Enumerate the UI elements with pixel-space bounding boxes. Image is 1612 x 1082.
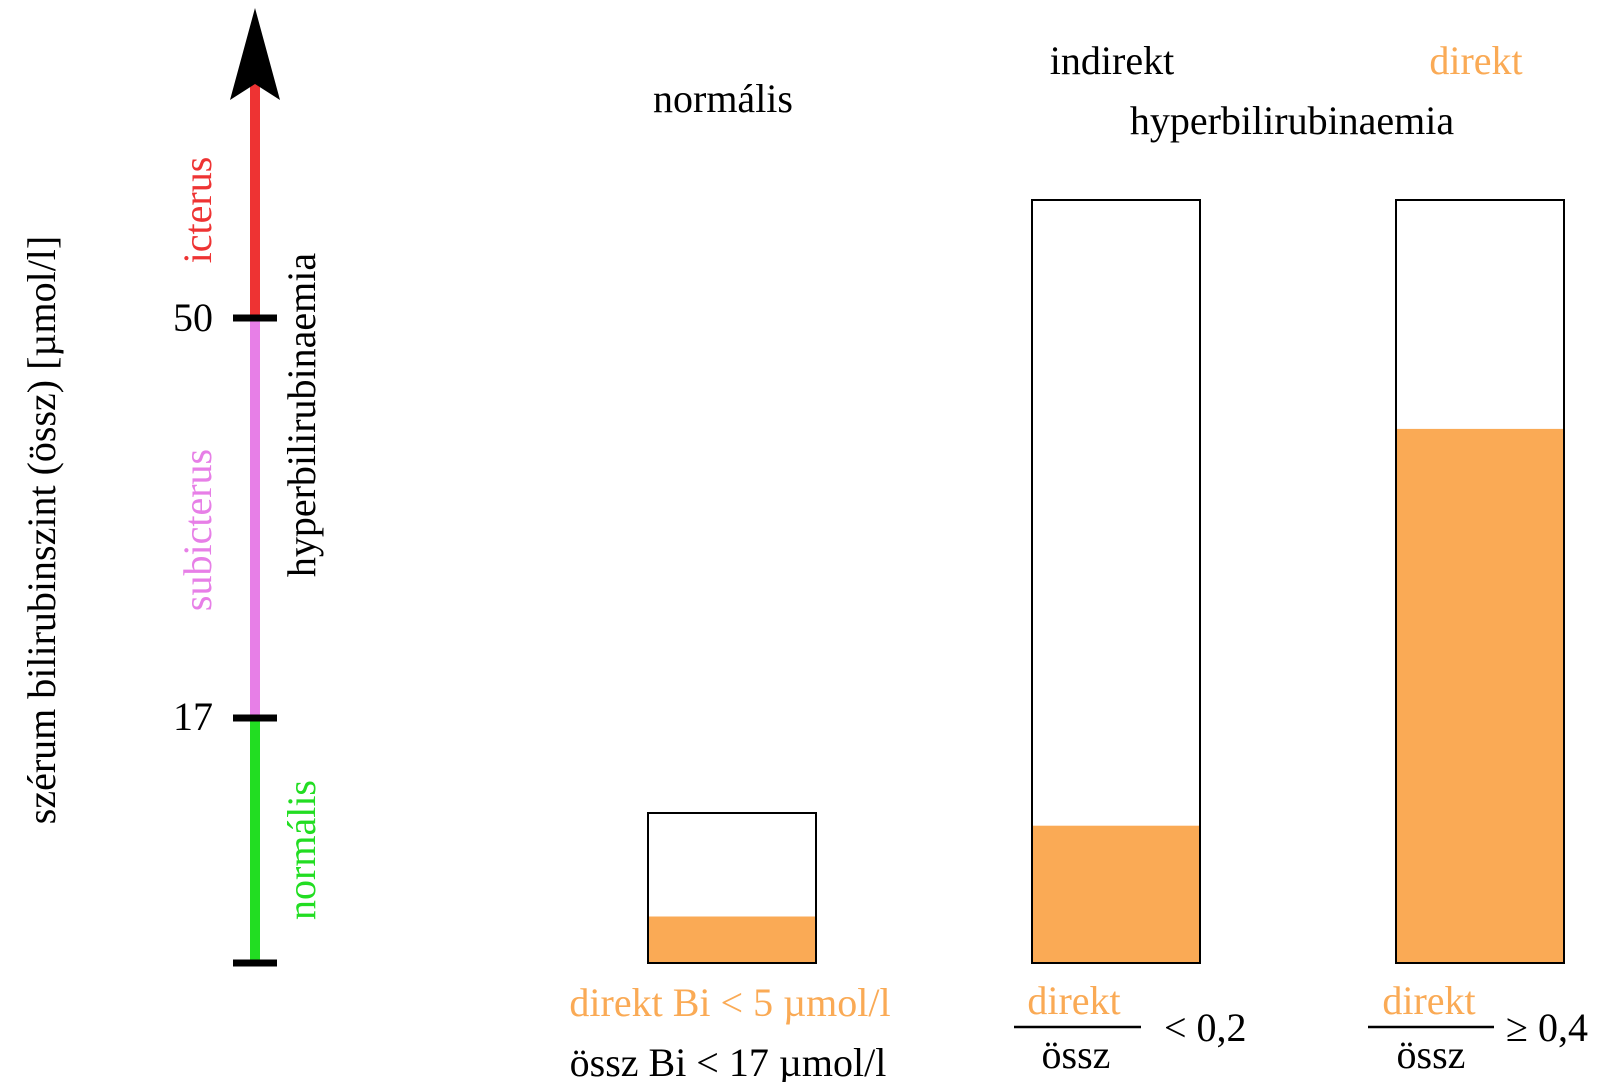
hyper-title: hyperbilirubinaemia	[1130, 98, 1455, 143]
bar-normal	[647, 812, 817, 964]
fraction-indirect-relation: < 0,2	[1164, 1005, 1247, 1050]
fraction-indirect: direkt össz < 0,2	[1014, 978, 1247, 1077]
column-title-normal: normális	[653, 76, 793, 121]
fraction-direct: direkt össz ≥ 0,4	[1368, 978, 1588, 1077]
range-label-normal: normális	[279, 780, 324, 920]
bar-direct-fill	[1396, 428, 1564, 963]
bar-indirect	[1031, 199, 1201, 964]
tick-label-50: 50	[173, 295, 213, 340]
column-title-direct: direkt	[1429, 38, 1522, 83]
bar-normal-fill	[648, 916, 816, 963]
bar-normal-outline	[647, 812, 817, 964]
range-label-icterus: icterus	[175, 157, 220, 264]
fraction-direct-numerator: direkt	[1382, 978, 1475, 1023]
fraction-direct-denominator: össz	[1397, 1032, 1466, 1077]
range-label-hyperbilirubinaemia: hyperbilirubinaemia	[279, 253, 324, 578]
caption-normal-total: össz Bi < 17 µmol/l	[570, 1040, 887, 1082]
bar-direct	[1395, 199, 1565, 964]
fraction-indirect-denominator: össz	[1042, 1032, 1111, 1077]
bar-indirect-outline	[1031, 199, 1201, 964]
range-label-subicterus: subicterus	[175, 449, 220, 611]
fraction-indirect-numerator: direkt	[1027, 978, 1120, 1023]
column-title-indirect: indirekt	[1050, 38, 1174, 83]
bar-indirect-fill	[1032, 825, 1200, 963]
fraction-direct-relation: ≥ 0,4	[1506, 1005, 1588, 1050]
bar-direct-outline	[1395, 199, 1565, 964]
tick-label-17: 17	[173, 694, 213, 739]
caption-normal-direct: direkt Bi < 5 µmol/l	[569, 980, 890, 1025]
axis-arrow-icon	[230, 8, 280, 100]
axis-label: szérum bilirubinszint (össz) [µmol/l]	[19, 236, 64, 825]
